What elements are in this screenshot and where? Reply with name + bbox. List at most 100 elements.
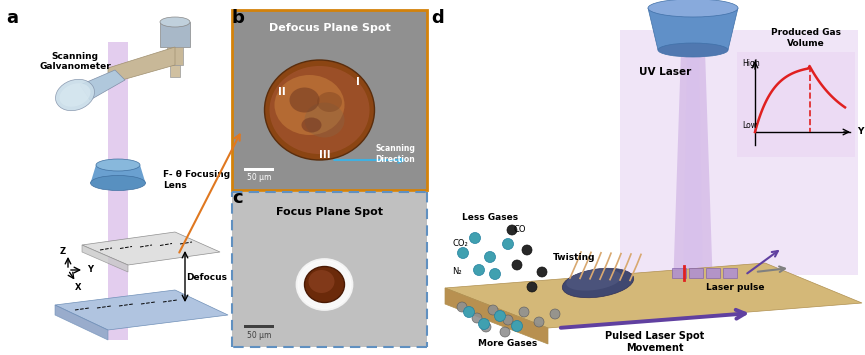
Ellipse shape — [317, 92, 342, 112]
Ellipse shape — [519, 307, 529, 317]
Ellipse shape — [537, 267, 547, 277]
Ellipse shape — [472, 313, 482, 323]
Text: I: I — [356, 77, 360, 87]
Ellipse shape — [290, 87, 319, 113]
Ellipse shape — [534, 317, 544, 327]
Polygon shape — [108, 47, 175, 84]
Ellipse shape — [527, 282, 537, 292]
Ellipse shape — [91, 175, 145, 191]
Text: Defocus: Defocus — [187, 273, 227, 283]
Text: Low: Low — [742, 120, 757, 130]
Polygon shape — [80, 70, 125, 100]
Bar — [244, 168, 274, 171]
Ellipse shape — [270, 66, 369, 154]
Ellipse shape — [481, 322, 491, 332]
Bar — [160, 22, 190, 47]
Ellipse shape — [304, 103, 344, 137]
Polygon shape — [91, 165, 145, 183]
Text: Y: Y — [87, 266, 93, 274]
Polygon shape — [445, 263, 862, 328]
Text: UV Laser: UV Laser — [639, 67, 691, 77]
Polygon shape — [82, 232, 220, 265]
Bar — [232, 10, 427, 190]
Ellipse shape — [500, 327, 510, 337]
Polygon shape — [673, 50, 713, 290]
Text: Produced Gas
Volume: Produced Gas Volume — [771, 28, 841, 48]
Text: III: III — [318, 150, 330, 160]
Text: CO₂: CO₂ — [452, 240, 468, 248]
Text: F- θ Focusing
Lens: F- θ Focusing Lens — [163, 170, 230, 190]
Text: 50 μm: 50 μm — [247, 331, 272, 339]
Text: Defocus Plane Spot: Defocus Plane Spot — [269, 23, 390, 33]
Ellipse shape — [511, 321, 522, 332]
Ellipse shape — [457, 302, 467, 312]
Ellipse shape — [503, 239, 514, 250]
Text: Scanning
Galvanometer: Scanning Galvanometer — [39, 52, 111, 71]
Ellipse shape — [96, 159, 140, 171]
Text: CO: CO — [513, 225, 526, 235]
Text: Z: Z — [60, 247, 66, 257]
Text: a: a — [6, 9, 18, 27]
Text: High: High — [742, 60, 759, 69]
Bar — [706, 268, 720, 278]
Bar — [689, 268, 703, 278]
Text: Laser pulse: Laser pulse — [706, 283, 765, 291]
Ellipse shape — [490, 268, 501, 279]
Text: Pulsed Laser Spot
Movement: Pulsed Laser Spot Movement — [606, 331, 705, 353]
Bar — [108, 42, 128, 340]
Text: N₂: N₂ — [452, 268, 462, 277]
Bar — [723, 268, 737, 278]
Text: X: X — [74, 284, 81, 293]
Ellipse shape — [464, 306, 475, 317]
Ellipse shape — [265, 60, 375, 160]
Ellipse shape — [503, 315, 513, 325]
Text: Scanning
Direction: Scanning Direction — [375, 144, 415, 164]
Text: Focus Plane Spot: Focus Plane Spot — [276, 207, 383, 217]
Bar — [244, 325, 274, 328]
Bar — [232, 192, 427, 347]
Text: 50 μm: 50 μm — [247, 174, 272, 182]
Ellipse shape — [567, 269, 622, 291]
Ellipse shape — [160, 17, 190, 27]
Ellipse shape — [55, 79, 94, 111]
Text: More Gases: More Gases — [478, 339, 538, 349]
Text: d: d — [432, 9, 445, 27]
Ellipse shape — [495, 311, 505, 322]
Polygon shape — [648, 8, 738, 50]
Text: c: c — [233, 189, 243, 207]
Bar — [737, 52, 855, 157]
Bar — [620, 30, 858, 275]
Polygon shape — [82, 245, 128, 272]
Bar — [170, 65, 180, 77]
Polygon shape — [55, 305, 108, 340]
Bar — [672, 268, 686, 278]
Ellipse shape — [562, 268, 634, 298]
Ellipse shape — [507, 225, 517, 235]
Ellipse shape — [304, 267, 344, 302]
Text: Less Gases: Less Gases — [462, 213, 518, 223]
Polygon shape — [683, 50, 703, 290]
Ellipse shape — [297, 260, 352, 310]
Bar — [167, 47, 183, 65]
Ellipse shape — [522, 245, 532, 255]
Ellipse shape — [302, 118, 322, 132]
Ellipse shape — [488, 305, 498, 315]
Ellipse shape — [512, 260, 522, 270]
Ellipse shape — [550, 309, 560, 319]
Ellipse shape — [274, 75, 344, 135]
Polygon shape — [55, 290, 228, 330]
Ellipse shape — [658, 43, 728, 57]
Ellipse shape — [478, 318, 490, 329]
Ellipse shape — [484, 251, 496, 262]
Text: Twisting: Twisting — [553, 252, 595, 262]
Ellipse shape — [473, 264, 484, 275]
Text: b: b — [232, 9, 245, 27]
Ellipse shape — [458, 247, 469, 258]
Ellipse shape — [648, 0, 738, 17]
Ellipse shape — [60, 83, 91, 107]
Polygon shape — [445, 288, 548, 344]
Ellipse shape — [309, 270, 335, 293]
Ellipse shape — [470, 233, 480, 244]
Text: Y: Y — [857, 127, 863, 137]
Text: II: II — [278, 87, 285, 97]
